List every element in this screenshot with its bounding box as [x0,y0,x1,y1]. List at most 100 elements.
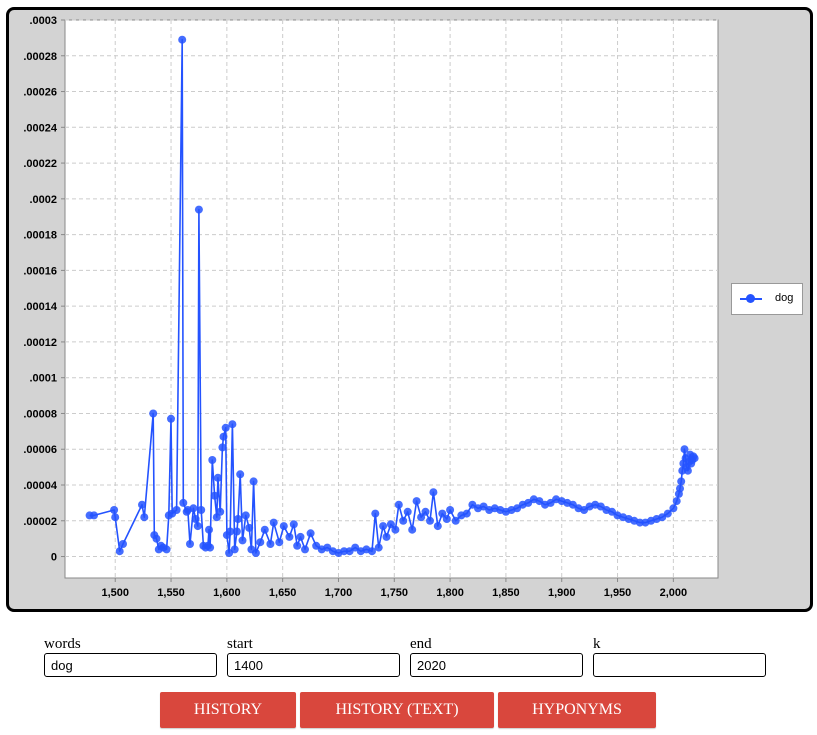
data-point [162,545,171,554]
data-point [251,549,260,557]
data-point [221,423,230,432]
data-point [234,515,242,523]
data-point [152,534,161,543]
data-point [138,500,146,509]
data-point [205,525,213,534]
data-point [266,540,275,548]
history-text-button[interactable]: HISTORY (TEXT) [300,692,494,728]
data-point [394,500,403,509]
data-point [119,540,127,548]
x-tick-label: 1,750 [381,587,409,599]
data-point [230,545,239,554]
data-point [669,504,678,513]
x-tick-label: 1,650 [269,587,297,599]
data-point [408,525,417,534]
start-label: start [227,636,253,652]
data-point [260,525,269,534]
data-point [249,477,258,486]
data-point [226,527,235,536]
start-field: start [227,636,400,677]
data-point [216,507,225,516]
data-point [451,516,460,525]
axes: 0 .00002 .00004 .00006 .00008 .0001 .00012 .000… [23,15,687,599]
line-chart: 0 .00002 .00004 .00006 .00008 .0001 .00012 .000… [23,15,719,599]
history-button[interactable]: HISTORY [160,692,296,728]
words-label: words [44,636,81,652]
data-point [306,529,315,538]
data-point [635,518,644,527]
y-tick-label: .00008 [23,408,57,420]
y-tick-label: .00024 [23,122,58,134]
grid-lines [65,19,718,578]
k-input[interactable] [593,653,766,677]
data-point [379,522,388,531]
k-label: k [593,636,601,652]
data-point [219,432,228,441]
data-point [256,538,265,547]
data-point [236,470,245,479]
data-point [433,522,442,531]
data-point [462,509,471,518]
data-point [191,515,200,523]
data-point [110,506,119,514]
data-point [340,547,349,556]
data-point [399,516,408,525]
data-point [206,543,215,552]
data-point [193,522,202,531]
words-field: words [44,636,217,677]
data-point [210,491,219,500]
data-point [391,525,400,534]
data-point [296,532,305,541]
x-tick-label: 1,800 [436,587,464,599]
data-point [426,516,434,525]
data-point [368,547,376,556]
y-tick-label: .0002 [29,194,57,206]
end-field: end [410,636,583,677]
data-point [403,507,412,516]
x-tick-label: 1,850 [492,587,520,599]
data-point [241,511,250,520]
y-tick-label: .00012 [23,337,57,349]
data-point [232,527,241,536]
legend-label-dog: dog [775,292,794,304]
y-tick-label: .00014 [23,301,58,313]
data-point [167,414,175,423]
x-tick-label: 1,550 [157,587,185,599]
y-tick-label: .00006 [23,444,57,456]
data-point [421,507,430,516]
y-tick-label: .00022 [23,158,57,170]
y-tick-label: .00002 [23,516,57,528]
x-tick-label: 1,600 [213,587,241,599]
data-point [663,509,672,518]
plot-area [64,19,719,579]
data-point [690,454,699,463]
start-input[interactable] [227,653,400,677]
data-point [238,536,247,545]
data-point [285,532,294,541]
data-point [677,477,686,486]
data-point [208,456,217,464]
x-tick-label: 1,950 [604,587,632,599]
data-point [289,520,298,529]
data-point [186,540,194,548]
end-input[interactable] [410,653,583,677]
y-tick-label: 0 [51,552,57,564]
x-tick-label: 1,700 [325,587,353,599]
data-point [218,443,227,452]
data-point [279,522,288,531]
data-point [386,520,395,529]
hyponyms-button[interactable]: HYPONYMS [498,692,656,728]
x-tick-label: 1,500 [101,587,129,599]
data-point [293,541,302,550]
data-point [382,532,391,541]
data-point [194,205,203,214]
words-input[interactable] [44,653,217,677]
data-point [140,513,149,522]
data-point [301,545,309,554]
legend: dog [731,283,803,315]
query-form: words start end k [44,636,774,680]
data-point [245,523,254,532]
data-point [172,506,181,514]
data-point [178,35,187,44]
y-tick-label: .00016 [23,265,57,277]
